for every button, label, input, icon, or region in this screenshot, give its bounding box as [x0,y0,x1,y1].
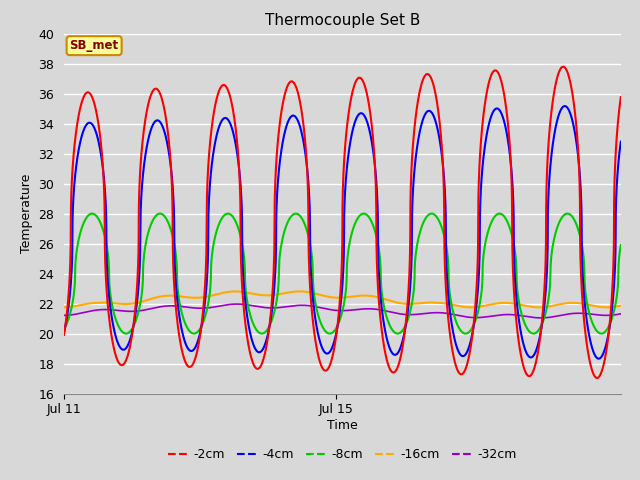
X-axis label: Time: Time [327,419,358,432]
Legend: -2cm, -4cm, -8cm, -16cm, -32cm: -2cm, -4cm, -8cm, -16cm, -32cm [163,443,522,466]
Text: SB_met: SB_met [70,39,118,52]
Y-axis label: Temperature: Temperature [20,174,33,253]
Title: Thermocouple Set B: Thermocouple Set B [265,13,420,28]
